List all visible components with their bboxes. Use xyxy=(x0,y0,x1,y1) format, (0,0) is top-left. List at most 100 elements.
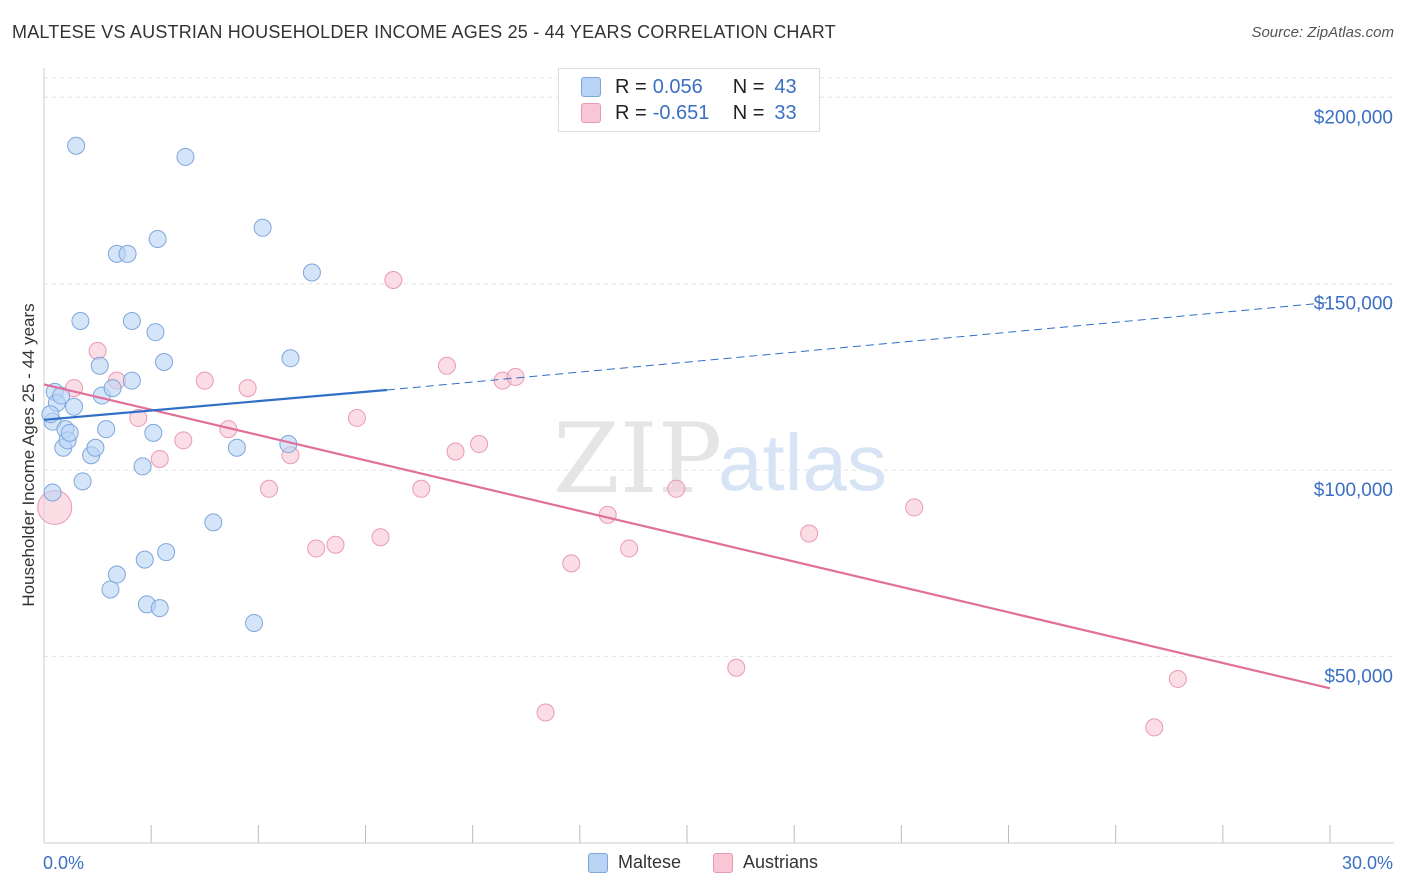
y-tick-label: $100,000 xyxy=(1314,480,1393,501)
maltese-point xyxy=(86,438,105,457)
austrians-points xyxy=(37,270,1187,737)
maltese-point xyxy=(227,438,246,457)
austrians-point xyxy=(195,371,214,390)
source-label: Source: ZipAtlas.com xyxy=(1251,24,1394,41)
austrians-point xyxy=(384,270,403,289)
maltese-point xyxy=(133,457,152,476)
chart-title: MALTESE VS AUSTRIAN HOUSEHOLDER INCOME A… xyxy=(12,22,836,42)
austrians-trend-line xyxy=(43,383,1331,690)
tick-labels: $50,000 $100,000 $150,000 $200,000 0.0% 30.0% xyxy=(43,107,1393,873)
axes xyxy=(43,68,1394,844)
trend-lines xyxy=(43,301,1331,690)
austrians-point xyxy=(506,367,525,386)
watermark: ZIP atlas xyxy=(553,403,887,515)
austrians-point xyxy=(446,442,465,461)
austrians-point xyxy=(1168,669,1187,688)
legend-item-maltese[interactable]: Maltese xyxy=(587,852,681,873)
maltese-point xyxy=(118,244,137,263)
n-value: 33 xyxy=(774,101,797,124)
maltese-point xyxy=(52,386,71,405)
austrians-point xyxy=(727,658,746,677)
maltese-points xyxy=(41,136,321,633)
maltese-point xyxy=(148,229,167,248)
austrians-point xyxy=(620,539,639,558)
austrians-point xyxy=(129,408,148,427)
maltese-point xyxy=(101,580,120,599)
maltese-point xyxy=(71,312,90,330)
x-tick-label: 30.0% xyxy=(1342,853,1393,873)
maltese-point xyxy=(144,423,163,442)
maltese-swatch xyxy=(581,77,601,97)
maltese-point xyxy=(135,550,154,569)
y-tick-label: $150,000 xyxy=(1314,294,1393,315)
austrians-point xyxy=(437,356,456,375)
austrians-point xyxy=(800,524,819,543)
austrians-point xyxy=(238,379,257,398)
watermark-atlas: atlas xyxy=(718,418,887,507)
maltese-swatch xyxy=(587,852,608,873)
n-label: N = xyxy=(732,75,765,98)
austrians-point xyxy=(150,449,169,468)
austrians-swatch xyxy=(581,103,601,123)
maltese-point xyxy=(97,420,116,439)
r-label: R = xyxy=(615,75,647,98)
maltese-point xyxy=(176,147,195,166)
austrians-point xyxy=(260,479,279,498)
maltese-point xyxy=(245,614,264,633)
austrians-swatch xyxy=(712,852,733,873)
austrians-point xyxy=(326,535,345,554)
austrians-point xyxy=(88,341,107,360)
n-value: 43 xyxy=(774,75,797,98)
austrians-point xyxy=(1145,718,1164,737)
austrians-point xyxy=(667,479,686,498)
austrians-point xyxy=(562,554,581,573)
watermark-zip: ZIP xyxy=(553,403,722,515)
maltese-trend-extension xyxy=(386,301,1331,391)
legend-row-austrians: R = -0.651 N = 33 xyxy=(581,101,797,125)
n-label: N = xyxy=(732,101,765,124)
series-legend: Maltese Austrians xyxy=(0,852,1406,873)
maltese-point xyxy=(65,397,84,416)
austrians-point xyxy=(598,505,617,524)
maltese-point xyxy=(60,423,79,442)
maltese-point xyxy=(122,312,141,330)
y-tick-label: $200,000 xyxy=(1314,107,1393,128)
legend-label-austrians: Austrians xyxy=(742,852,819,872)
maltese-point xyxy=(157,543,176,562)
r-label: R = xyxy=(615,101,647,124)
maltese-point xyxy=(122,371,141,390)
austrians-point xyxy=(174,431,193,450)
maltese-trend-line xyxy=(43,388,388,421)
maltese-point xyxy=(204,513,223,532)
maltese-point xyxy=(43,483,62,502)
maltese-point xyxy=(146,323,165,342)
austrians-point xyxy=(470,435,489,454)
austrians-point xyxy=(371,528,390,547)
maltese-point xyxy=(67,136,86,155)
legend-label-maltese: Maltese xyxy=(617,852,681,872)
legend-row-maltese: R = 0.056 N = 43 xyxy=(581,75,797,99)
maltese-point xyxy=(103,379,122,398)
austrians-point xyxy=(307,539,326,558)
correlation-legend: R = 0.056 N = 43 R = -0.651 N = 33 xyxy=(558,68,820,132)
r-value: 0.056 xyxy=(652,75,703,98)
r-value: -0.651 xyxy=(652,101,710,124)
austrians-point xyxy=(905,498,924,517)
y-axis-label: Householder Income Ages 25 - 44 years xyxy=(19,303,38,606)
maltese-point xyxy=(90,356,109,375)
austrians-point xyxy=(412,479,431,498)
maltese-point xyxy=(150,599,169,618)
maltese-point xyxy=(302,263,321,282)
maltese-point xyxy=(107,565,126,584)
maltese-point xyxy=(253,218,272,237)
austrians-point xyxy=(347,408,366,427)
y-tick-label: $50,000 xyxy=(1324,667,1393,688)
x-tick-label: 0.0% xyxy=(43,853,84,873)
grid xyxy=(44,77,1394,658)
legend-item-austrians[interactable]: Austrians xyxy=(712,852,819,873)
maltese-point xyxy=(73,472,92,491)
maltese-point xyxy=(155,353,174,372)
austrians-point xyxy=(536,703,555,722)
maltese-point xyxy=(281,349,300,368)
